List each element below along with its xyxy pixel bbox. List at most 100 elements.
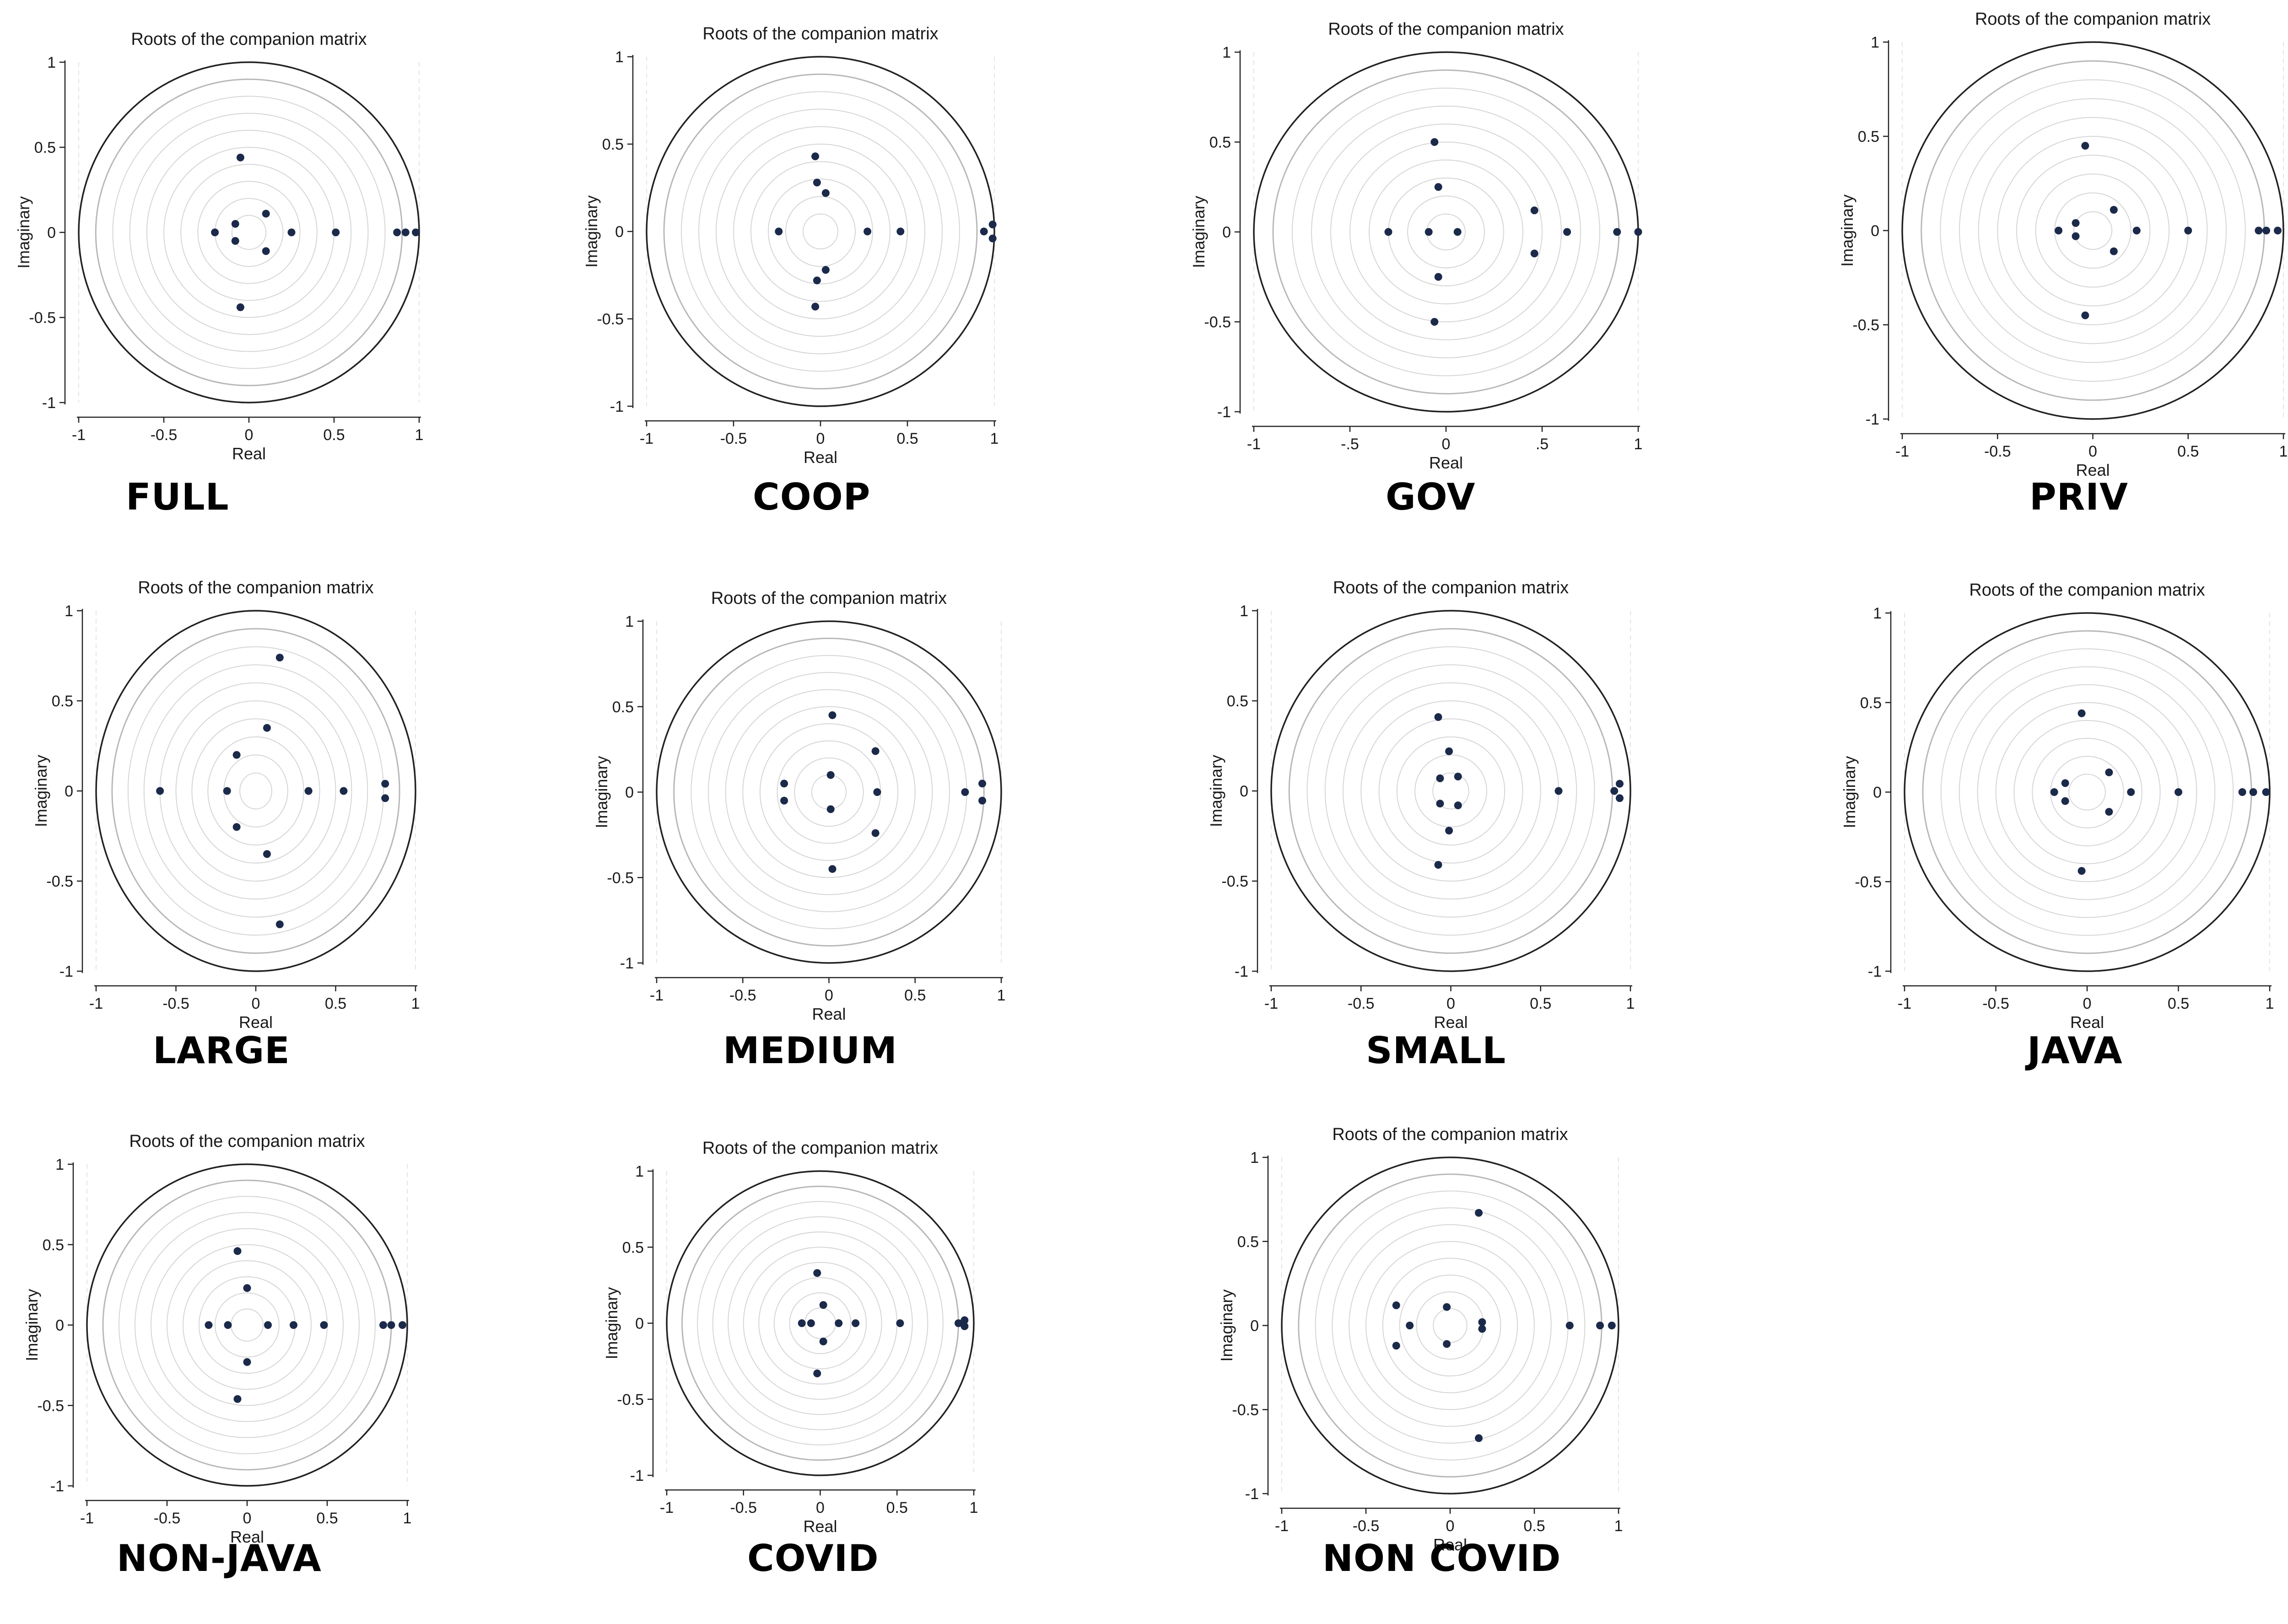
grid-circle bbox=[2013, 720, 2161, 865]
root-point bbox=[2262, 788, 2270, 796]
root-point bbox=[263, 724, 271, 732]
x-tick-label: -0.5 bbox=[1353, 1517, 1380, 1535]
y-tick-label: 0 bbox=[1222, 224, 1231, 241]
roots-plot: -1 -0.5 0 0.5 1 -1 -0.5 0 0.5 1 Roots of the compa… bbox=[602, 1139, 978, 1536]
root-point bbox=[290, 1321, 297, 1329]
grid-circle bbox=[183, 1260, 312, 1390]
y-tick-label: -1 bbox=[1868, 963, 1882, 980]
root-point bbox=[2105, 808, 2113, 816]
root-point bbox=[1392, 1301, 1400, 1309]
x-tick-label: -1 bbox=[80, 1510, 94, 1527]
unit-circle bbox=[1281, 1156, 1619, 1495]
y-tick-label: 0.5 bbox=[1227, 693, 1248, 710]
x-axis-label: Real bbox=[239, 1013, 273, 1032]
grid-circle bbox=[1396, 736, 1506, 846]
grid-circle bbox=[180, 164, 318, 301]
root-point bbox=[2055, 226, 2063, 235]
panel-caption-large: LARGE bbox=[153, 1029, 290, 1072]
panel-caption-covid: COVID bbox=[747, 1537, 879, 1580]
x-tick-label: 1 bbox=[411, 995, 420, 1012]
grid-circle bbox=[743, 1247, 898, 1400]
grid-circle bbox=[773, 1277, 867, 1370]
root-point bbox=[811, 302, 820, 311]
x-tick-label: -1 bbox=[640, 430, 653, 447]
panel-coop: -1 -0.5 0 0.5 1 -1 -0.5 0 0.5 1 Roots of the compa… bbox=[582, 6, 1045, 467]
root-point bbox=[320, 1321, 328, 1329]
root-point bbox=[1430, 138, 1439, 146]
root-point bbox=[798, 1319, 806, 1327]
root-point bbox=[1634, 228, 1642, 236]
x-tick-label: -0.5 bbox=[720, 430, 747, 447]
root-point bbox=[287, 228, 296, 237]
root-point bbox=[232, 823, 241, 831]
y-tick-label: -1 bbox=[1217, 403, 1231, 421]
grid-circle bbox=[811, 774, 847, 810]
root-point bbox=[1596, 1322, 1604, 1329]
grid-circle bbox=[2016, 155, 2170, 307]
grid-circle bbox=[1940, 79, 2246, 382]
root-point bbox=[236, 303, 244, 312]
x-tick-label: 0 bbox=[2088, 443, 2097, 460]
root-point bbox=[2127, 788, 2135, 796]
y-tick-label: 0 bbox=[1871, 222, 1879, 240]
y-axis-label: Imaginary bbox=[22, 1289, 41, 1361]
root-point bbox=[2175, 788, 2182, 796]
x-tick-label: -0.5 bbox=[154, 1510, 181, 1527]
y-tick-label: 1 bbox=[55, 1156, 64, 1173]
root-point bbox=[2050, 788, 2058, 796]
grid-circle bbox=[716, 126, 925, 337]
panel-caption-coop: COOP bbox=[753, 476, 871, 518]
root-point bbox=[873, 788, 881, 796]
y-tick-label: -1 bbox=[1245, 1485, 1259, 1503]
root-point bbox=[412, 228, 420, 237]
x-tick-label: -1 bbox=[1895, 443, 1909, 460]
unit-circle bbox=[86, 1163, 408, 1487]
root-point bbox=[826, 771, 835, 779]
grid-circle bbox=[1977, 684, 2197, 900]
x-tick-label: 0.5 bbox=[896, 430, 918, 447]
panel-gov: -1 -.5 0.5 1 -1 -0.5 0 0.5 1 Roots of the compani… bbox=[1189, 2, 1689, 472]
root-point bbox=[852, 1319, 860, 1327]
y-tick-label: 0.5 bbox=[1858, 128, 1879, 145]
grid-circle bbox=[1324, 664, 1577, 918]
x-tick-label: -1 bbox=[650, 987, 664, 1004]
y-tick-label: 0.5 bbox=[34, 139, 56, 156]
grid-circle bbox=[681, 1185, 959, 1461]
grid-circle bbox=[803, 213, 838, 250]
panel-caption-non-java: NON-JAVA bbox=[117, 1537, 322, 1580]
root-point bbox=[2184, 226, 2192, 235]
root-point bbox=[988, 220, 997, 229]
root-point bbox=[340, 787, 348, 795]
root-point bbox=[156, 787, 164, 795]
y-tick-label: 0.5 bbox=[612, 699, 634, 716]
grid-circle bbox=[231, 215, 267, 250]
grid-circle bbox=[1388, 177, 1504, 286]
grid-circle bbox=[1959, 98, 2227, 363]
y-tick-label: -0.5 bbox=[1221, 873, 1248, 890]
y-tick-label: -1 bbox=[42, 394, 56, 412]
grid-circle bbox=[102, 1179, 392, 1471]
x-axis-label: Real bbox=[2070, 1013, 2104, 1032]
x-tick-label: -1 bbox=[72, 426, 86, 444]
x-tick-label: -0.5 bbox=[1348, 995, 1375, 1012]
grid-circle bbox=[215, 1292, 280, 1358]
root-point bbox=[2072, 219, 2080, 227]
x-tick-label: 1 bbox=[997, 987, 1006, 1004]
grid-circle bbox=[1298, 1173, 1603, 1478]
root-point bbox=[231, 220, 239, 228]
grid-circle bbox=[151, 1228, 344, 1422]
x-tick-label: 0 bbox=[825, 987, 833, 1004]
root-point bbox=[232, 751, 241, 759]
grid-circle bbox=[1414, 754, 1487, 828]
root-point bbox=[813, 1369, 821, 1377]
root-point bbox=[1445, 747, 1453, 755]
root-point bbox=[1445, 827, 1453, 835]
x-tick-label: 0.5 bbox=[886, 1499, 908, 1516]
grid-circle bbox=[146, 129, 352, 335]
x-tick-label: 1 bbox=[970, 1499, 978, 1516]
root-point bbox=[2078, 709, 2086, 717]
root-point bbox=[2081, 311, 2089, 319]
root-point bbox=[1384, 228, 1392, 236]
root-point bbox=[381, 794, 389, 802]
root-point bbox=[2110, 206, 2118, 214]
